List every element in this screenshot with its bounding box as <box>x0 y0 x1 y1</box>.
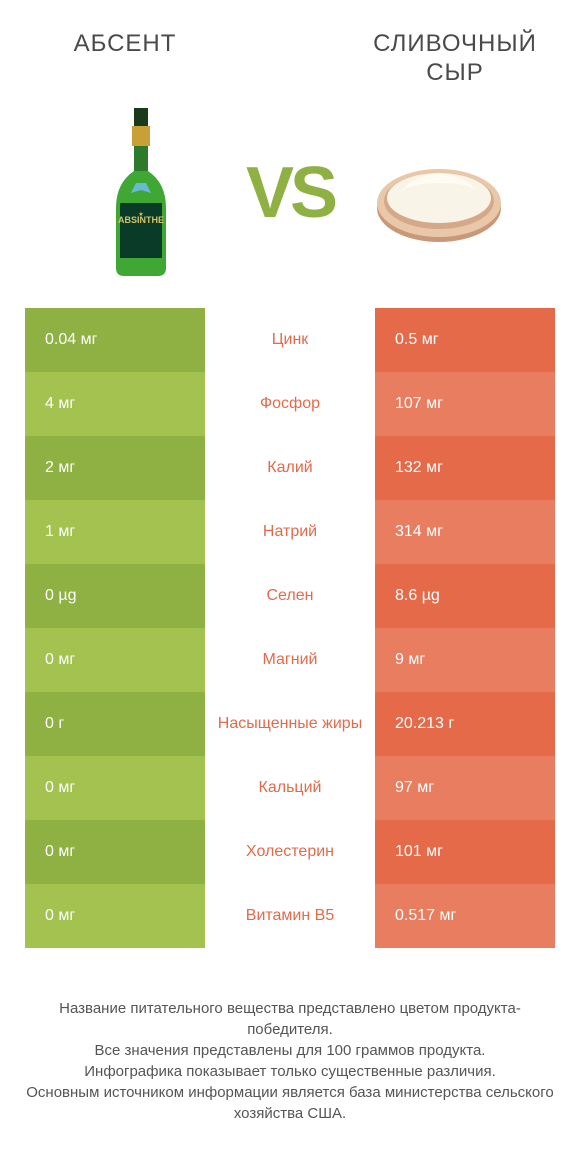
images-row: ABSINTHE ★ VS <box>0 88 580 308</box>
table-row: 0.04 мгЦинк0.5 мг <box>25 308 555 372</box>
table-row: 1 мгНатрий314 мг <box>25 500 555 564</box>
cell-left: 0 мг <box>25 884 205 948</box>
cell-right: 314 мг <box>375 500 555 564</box>
cell-mid: Фосфор <box>205 372 375 436</box>
infographic-container: АБСЕНТ СЛИВОЧНЫЙ СЫР ABSINTHE ★ VS <box>0 0 580 1154</box>
table-row: 4 мгФосфор107 мг <box>25 372 555 436</box>
cell-mid: Магний <box>205 628 375 692</box>
cell-mid: Холестерин <box>205 820 375 884</box>
footer-text: Название питательного вещества представл… <box>0 948 580 1124</box>
footer-line-2: Все значения представлены для 100 граммо… <box>25 1040 555 1061</box>
cell-left: 0 мг <box>25 820 205 884</box>
table-row: 0 µgСелен8.6 µg <box>25 564 555 628</box>
title-right: СЛИВОЧНЫЙ СЫР <box>350 30 560 88</box>
cell-mid: Насыщенные жиры <box>205 692 375 756</box>
cell-right: 9 мг <box>375 628 555 692</box>
product-image-right <box>364 103 514 283</box>
cell-mid: Цинк <box>205 308 375 372</box>
footer-line-3: Инфографика показывает только существенн… <box>25 1061 555 1082</box>
cell-mid: Натрий <box>205 500 375 564</box>
absinthe-bottle-icon: ABSINTHE ★ <box>106 108 176 278</box>
vs-text: VS <box>246 152 334 234</box>
cell-right: 8.6 µg <box>375 564 555 628</box>
table-row: 2 мгКалий132 мг <box>25 436 555 500</box>
table-row: 0 мгХолестерин101 мг <box>25 820 555 884</box>
cell-left: 1 мг <box>25 500 205 564</box>
cell-right: 97 мг <box>375 756 555 820</box>
cream-cheese-bowl-icon <box>369 133 509 253</box>
table-row: 0 гНасыщенные жиры20.213 г <box>25 692 555 756</box>
cell-right: 20.213 г <box>375 692 555 756</box>
comparison-table: 0.04 мгЦинк0.5 мг4 мгФосфор107 мг2 мгКал… <box>0 308 580 948</box>
cell-right: 0.5 мг <box>375 308 555 372</box>
cell-mid: Селен <box>205 564 375 628</box>
cell-right: 107 мг <box>375 372 555 436</box>
cell-left: 2 мг <box>25 436 205 500</box>
cell-right: 132 мг <box>375 436 555 500</box>
cell-mid: Кальций <box>205 756 375 820</box>
cell-left: 4 мг <box>25 372 205 436</box>
cell-right: 101 мг <box>375 820 555 884</box>
title-left: АБСЕНТ <box>20 30 230 59</box>
product-image-left: ABSINTHE ★ <box>66 103 216 283</box>
cell-mid: Калий <box>205 436 375 500</box>
titles-row: АБСЕНТ СЛИВОЧНЫЙ СЫР <box>0 0 580 88</box>
cell-left: 0 мг <box>25 756 205 820</box>
table-row: 0 мгВитамин B50.517 мг <box>25 884 555 948</box>
cell-left: 0 г <box>25 692 205 756</box>
cell-left: 0 µg <box>25 564 205 628</box>
cell-mid: Витамин B5 <box>205 884 375 948</box>
footer-line-4: Основным источником информации является … <box>25 1082 555 1124</box>
table-row: 0 мгКальций97 мг <box>25 756 555 820</box>
cell-left: 0.04 мг <box>25 308 205 372</box>
footer-line-1: Название питательного вещества представл… <box>25 998 555 1040</box>
table-row: 0 мгМагний9 мг <box>25 628 555 692</box>
svg-text:★: ★ <box>138 211 143 218</box>
cell-left: 0 мг <box>25 628 205 692</box>
cell-right: 0.517 мг <box>375 884 555 948</box>
